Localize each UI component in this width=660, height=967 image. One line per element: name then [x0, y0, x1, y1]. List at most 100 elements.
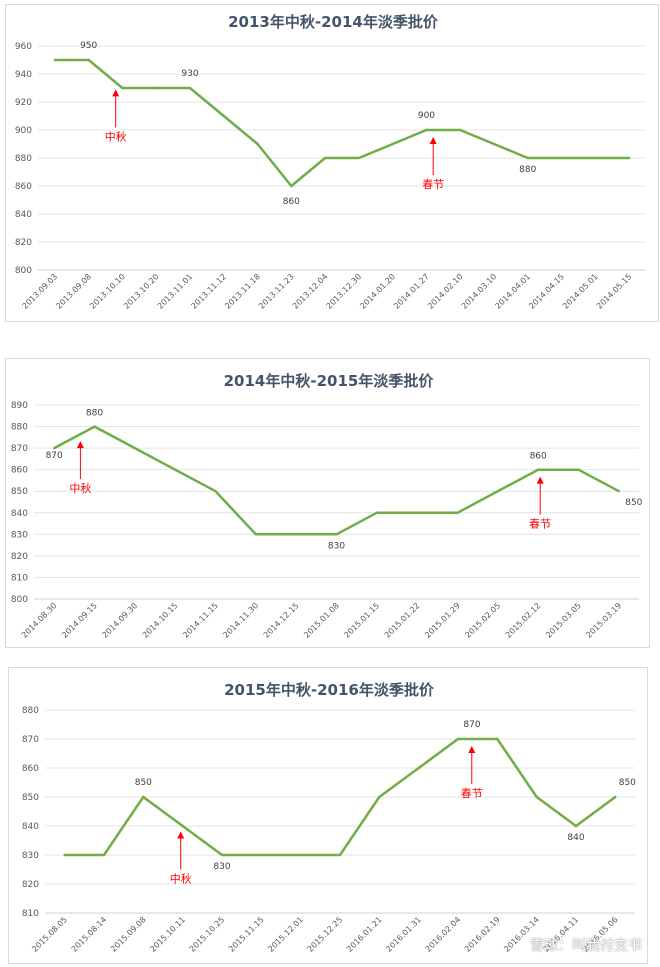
- y-tick-label: 820: [22, 880, 39, 890]
- chart-2013-svg: 2013年中秋-2014年淡季批价 800 820 840 860 880 900 920 94…: [15, 13, 646, 311]
- data-point: [214, 490, 217, 493]
- annotation-arrowhead: [468, 746, 476, 753]
- data-point: [526, 156, 529, 160]
- x-tick-label: 2014.12.15: [262, 601, 301, 640]
- chart-2014-svg: 2014年中秋-2015年淡季批价 800 810 820 830 840 850 860 87…: [11, 372, 643, 640]
- data-point: [222, 114, 225, 118]
- y-tick-label: 840: [11, 509, 28, 519]
- x-tick-label: 2016.01.31: [384, 915, 423, 954]
- y-tick-label: 920: [15, 98, 32, 108]
- y-tick-label: 880: [22, 706, 39, 716]
- watermark: 雪球：叫我付支书: [530, 938, 642, 954]
- y-tick-label: 870: [22, 735, 39, 745]
- annotation-arrowhead: [76, 441, 84, 449]
- data-label: 830: [213, 862, 230, 872]
- x-tick-label: 2015.08.05: [30, 915, 69, 954]
- data-point: [220, 853, 224, 857]
- data-point: [415, 511, 419, 514]
- data-point: [323, 156, 327, 160]
- x-tick-label: 2015.03.19: [584, 601, 623, 640]
- y-tick-label: 860: [22, 764, 39, 774]
- data-point: [53, 58, 57, 62]
- x-tick-label: 2016.01.21: [345, 915, 384, 954]
- annotation-label: 中秋: [105, 129, 127, 143]
- data-point: [425, 128, 428, 132]
- data-point: [290, 184, 293, 188]
- data-point: [173, 468, 177, 471]
- x-tick-label: 2015.02.05: [463, 601, 502, 640]
- x-tick-label: 2014.05.15: [595, 272, 634, 311]
- series-line: [54, 58, 630, 188]
- data-point: [456, 511, 459, 514]
- data-point: [338, 853, 342, 857]
- data-label: 880: [519, 165, 536, 175]
- data-point: [417, 766, 420, 770]
- data-point: [181, 824, 184, 828]
- x-tick-label: 2015.09.08: [109, 915, 148, 954]
- data-point: [52, 446, 56, 450]
- chart-title: 2014年中秋-2015年淡季批价: [224, 372, 435, 390]
- y-tick-label: 840: [15, 210, 32, 220]
- x-tick-label: 2014.11.15: [181, 601, 220, 640]
- x-tick-label: 2015.11.15: [227, 915, 266, 954]
- data-point: [299, 853, 302, 857]
- data-point: [594, 156, 597, 160]
- data-point: [375, 511, 379, 514]
- data-point: [87, 58, 90, 62]
- chart-title: 2013年中秋-2014年淡季批价: [228, 13, 439, 31]
- y-tick-label: 870: [11, 444, 28, 454]
- y-tick-label: 860: [15, 182, 32, 192]
- x-tick-label: 2015.08.14: [70, 915, 109, 954]
- annotation-arrowhead: [536, 476, 544, 484]
- data-label: 930: [181, 69, 198, 79]
- y-tick-label: 820: [15, 238, 32, 248]
- y-tick-label: 940: [15, 70, 32, 80]
- x-tick-label: 2015.12.25: [306, 915, 345, 954]
- y-tick-label: 890: [11, 401, 28, 411]
- annotation-arrowhead: [112, 89, 120, 97]
- annotation-label: 春节: [529, 518, 551, 531]
- data-label: 870: [46, 451, 63, 461]
- y-tick-label: 900: [15, 126, 32, 136]
- x-tick-label: 2015.10.25: [188, 915, 227, 954]
- chart-panel-2013: 2013年中秋-2014年淡季批价 800 820 840 860 880 900 920 94…: [5, 4, 659, 322]
- x-tick-label: 2015.01.15: [342, 601, 381, 640]
- y-tick-label: 820: [11, 552, 28, 562]
- data-point: [335, 533, 338, 536]
- data-label: 880: [86, 409, 103, 419]
- data-point: [560, 156, 563, 160]
- y-tick-label: 800: [15, 266, 32, 276]
- data-point: [536, 468, 540, 471]
- annotation-label: 中秋: [170, 872, 192, 886]
- chart-panel-2014: 2014年中秋-2015年淡季批价 800 810 820 830 840 850 860 87…: [5, 358, 650, 648]
- data-point: [378, 795, 381, 799]
- x-tick-label: 2016.02.04: [424, 915, 463, 954]
- y-tick-label: 860: [11, 466, 28, 476]
- y-tick-label: 830: [11, 530, 28, 540]
- x-tick-label: 2015.12.01: [266, 915, 305, 954]
- x-tick-label: 2015.10.11: [148, 915, 187, 954]
- data-point: [391, 142, 394, 146]
- data-point: [577, 468, 580, 471]
- y-tick-label: 850: [11, 487, 28, 497]
- data-point: [492, 142, 496, 146]
- data-label: 870: [463, 720, 480, 730]
- data-label: 900: [418, 111, 435, 121]
- annotation-arrowhead: [177, 831, 185, 839]
- data-point: [155, 86, 158, 90]
- x-tick-label: 2014.09.15: [60, 601, 99, 640]
- data-label: 840: [567, 833, 584, 843]
- chart-title: 2015年中秋-2016年淡季批价: [224, 681, 435, 699]
- annotation-label: 春节: [422, 178, 444, 191]
- data-label: 860: [283, 197, 300, 207]
- x-tick-label: 2015.02.12: [504, 601, 543, 640]
- data-point: [456, 737, 460, 741]
- annotation-label: 中秋: [69, 481, 91, 495]
- y-tick-label: 840: [22, 822, 39, 832]
- data-point: [254, 533, 258, 536]
- y-tick-label: 800: [11, 595, 28, 605]
- x-tick-label: 2015.03.05: [544, 601, 583, 640]
- data-label: 850: [625, 498, 642, 508]
- data-point: [63, 853, 66, 857]
- data-point: [133, 446, 137, 450]
